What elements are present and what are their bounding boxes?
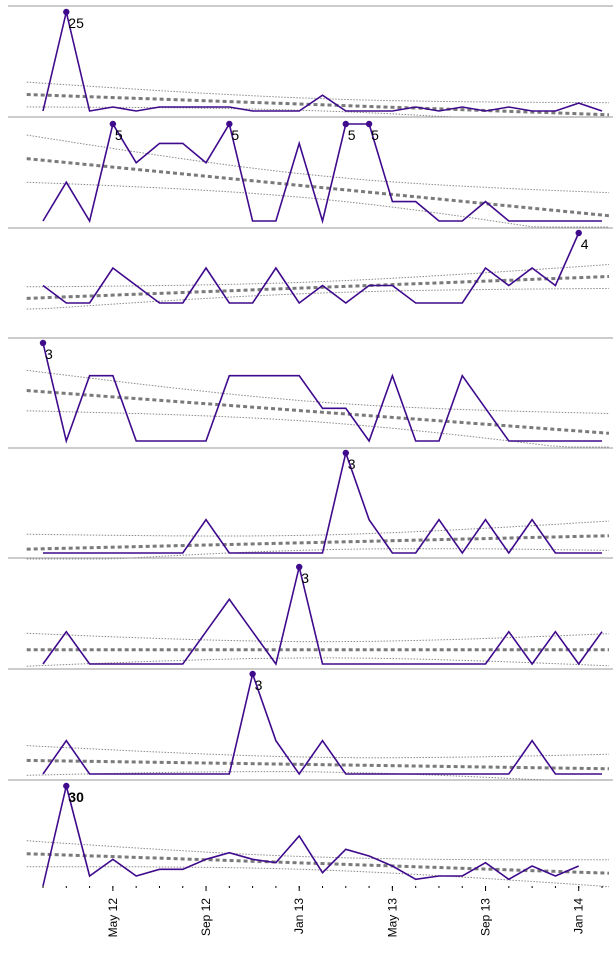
peak-point — [226, 120, 233, 128]
confidence-lower — [26, 548, 610, 560]
trend-line — [26, 534, 610, 551]
series-line — [42, 566, 603, 666]
confidence-lower — [26, 771, 609, 781]
peak-label: 5 — [371, 127, 379, 143]
peak-label: 3 — [255, 677, 263, 693]
panel-8: 30 — [26, 782, 610, 888]
peak-point — [342, 449, 349, 457]
series-line — [42, 785, 580, 887]
confidence-upper — [26, 134, 610, 194]
confidence-lower — [26, 287, 610, 310]
panel-1: 25 — [26, 8, 610, 118]
trend-line — [26, 852, 610, 875]
x-tick-label: Sep 12 — [199, 898, 213, 936]
confidence-upper — [26, 81, 610, 104]
x-tick-label: May 12 — [106, 898, 120, 938]
panel-5: 3 — [26, 449, 610, 560]
panel-3: 4 — [26, 229, 610, 310]
peak-label: 5 — [348, 127, 356, 143]
confidence-lower — [26, 181, 609, 228]
confidence-lower — [26, 657, 610, 667]
peak-label: 3 — [348, 456, 356, 472]
confidence-upper — [26, 520, 610, 537]
panel-6: 3 — [26, 563, 610, 667]
confidence-upper — [26, 369, 610, 414]
peak-point — [249, 670, 256, 678]
peak-point — [39, 339, 47, 347]
peak-point — [342, 120, 349, 128]
series-line — [42, 342, 602, 444]
confidence-upper — [26, 632, 610, 643]
peak-label: 4 — [581, 236, 589, 252]
confidence-upper — [26, 840, 610, 861]
x-tick-label: May 13 — [385, 898, 399, 938]
peak-label: 3 — [301, 570, 309, 586]
peak-point — [63, 8, 70, 16]
peak-label: 25 — [68, 15, 84, 31]
confidence-lower — [26, 866, 610, 888]
series-line — [42, 671, 602, 776]
peak-label: 5 — [115, 127, 123, 143]
series-line — [42, 232, 580, 305]
x-tick-label: Jan 14 — [572, 898, 586, 934]
confidence-upper — [26, 264, 610, 288]
confidence-upper — [26, 745, 610, 759]
trend-line — [26, 758, 610, 771]
peak-label: 3 — [45, 346, 53, 362]
x-axis: May 12 Sep 12 Jan 13 May 13 Sep 13 Jan 14 — [42, 886, 603, 938]
peak-point — [575, 229, 582, 237]
peak-point — [109, 120, 117, 128]
peak-point — [63, 782, 70, 790]
peak-point — [365, 120, 373, 128]
x-tick-label: Sep 13 — [479, 898, 493, 936]
series-line — [43, 450, 602, 555]
trend-line — [26, 274, 610, 300]
peak-label: 5 — [231, 127, 239, 143]
peak-label: 30 — [68, 789, 84, 805]
panel-7: 3 — [26, 670, 610, 781]
series-line — [42, 121, 602, 225]
trend-line — [26, 93, 610, 117]
x-tick-label: Jan 13 — [292, 898, 306, 934]
trend-line — [26, 389, 610, 435]
series-line — [42, 11, 603, 112]
confidence-lower — [26, 106, 609, 118]
peak-point — [296, 563, 303, 571]
panel-4: 3 — [26, 339, 610, 448]
